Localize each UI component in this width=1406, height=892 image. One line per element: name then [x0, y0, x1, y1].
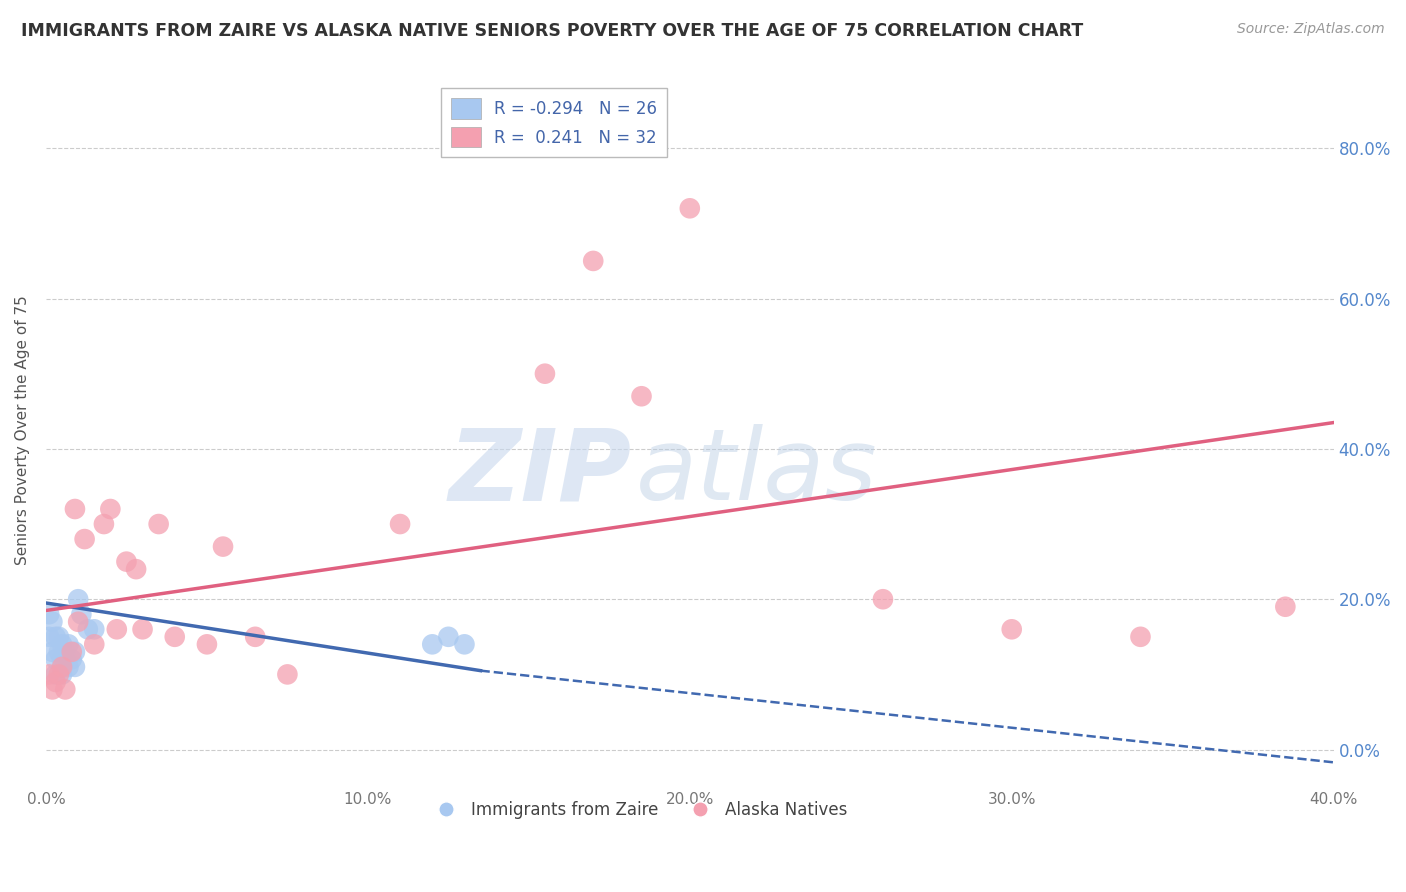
Point	[872, 592, 894, 607]
Point	[93, 516, 115, 531]
Point	[41, 645, 63, 659]
Text: Source: ZipAtlas.com: Source: ZipAtlas.com	[1237, 22, 1385, 37]
Point	[67, 592, 90, 607]
Point	[51, 660, 73, 674]
Text: atlas: atlas	[636, 425, 877, 522]
Point	[389, 516, 412, 531]
Point	[1129, 630, 1152, 644]
Point	[38, 667, 60, 681]
Point	[63, 502, 86, 516]
Point	[60, 652, 83, 666]
Point	[48, 630, 70, 644]
Point	[115, 555, 138, 569]
Point	[63, 660, 86, 674]
Point	[45, 674, 67, 689]
Point	[51, 652, 73, 666]
Point	[45, 667, 67, 681]
Point	[1001, 622, 1024, 636]
Point	[453, 637, 475, 651]
Point	[195, 637, 218, 651]
Point	[58, 637, 80, 651]
Point	[131, 622, 153, 636]
Point	[51, 637, 73, 651]
Point	[53, 682, 76, 697]
Point	[125, 562, 148, 576]
Point	[60, 645, 83, 659]
Point	[73, 532, 96, 546]
Point	[76, 622, 98, 636]
Point	[679, 202, 702, 216]
Legend: Immigrants from Zaire, Alaska Natives: Immigrants from Zaire, Alaska Natives	[423, 794, 853, 825]
Point	[437, 630, 460, 644]
Point	[53, 645, 76, 659]
Point	[163, 630, 186, 644]
Y-axis label: Seniors Poverty Over the Age of 75: Seniors Poverty Over the Age of 75	[15, 295, 30, 565]
Point	[41, 682, 63, 697]
Point	[83, 622, 105, 636]
Point	[70, 607, 93, 622]
Point	[45, 652, 67, 666]
Point	[276, 667, 298, 681]
Point	[582, 254, 605, 268]
Point	[58, 660, 80, 674]
Point	[534, 367, 557, 381]
Point	[53, 652, 76, 666]
Point	[67, 615, 90, 629]
Point	[51, 667, 73, 681]
Text: IMMIGRANTS FROM ZAIRE VS ALASKA NATIVE SENIORS POVERTY OVER THE AGE OF 75 CORREL: IMMIGRANTS FROM ZAIRE VS ALASKA NATIVE S…	[21, 22, 1084, 40]
Point	[48, 667, 70, 681]
Point	[1274, 599, 1296, 614]
Point	[212, 540, 235, 554]
Point	[630, 389, 652, 403]
Text: ZIP: ZIP	[449, 425, 631, 522]
Point	[38, 630, 60, 644]
Point	[45, 630, 67, 644]
Point	[148, 516, 170, 531]
Point	[83, 637, 105, 651]
Point	[63, 645, 86, 659]
Point	[245, 630, 267, 644]
Point	[38, 607, 60, 622]
Point	[98, 502, 121, 516]
Point	[41, 615, 63, 629]
Point	[105, 622, 128, 636]
Point	[420, 637, 443, 651]
Point	[48, 645, 70, 659]
